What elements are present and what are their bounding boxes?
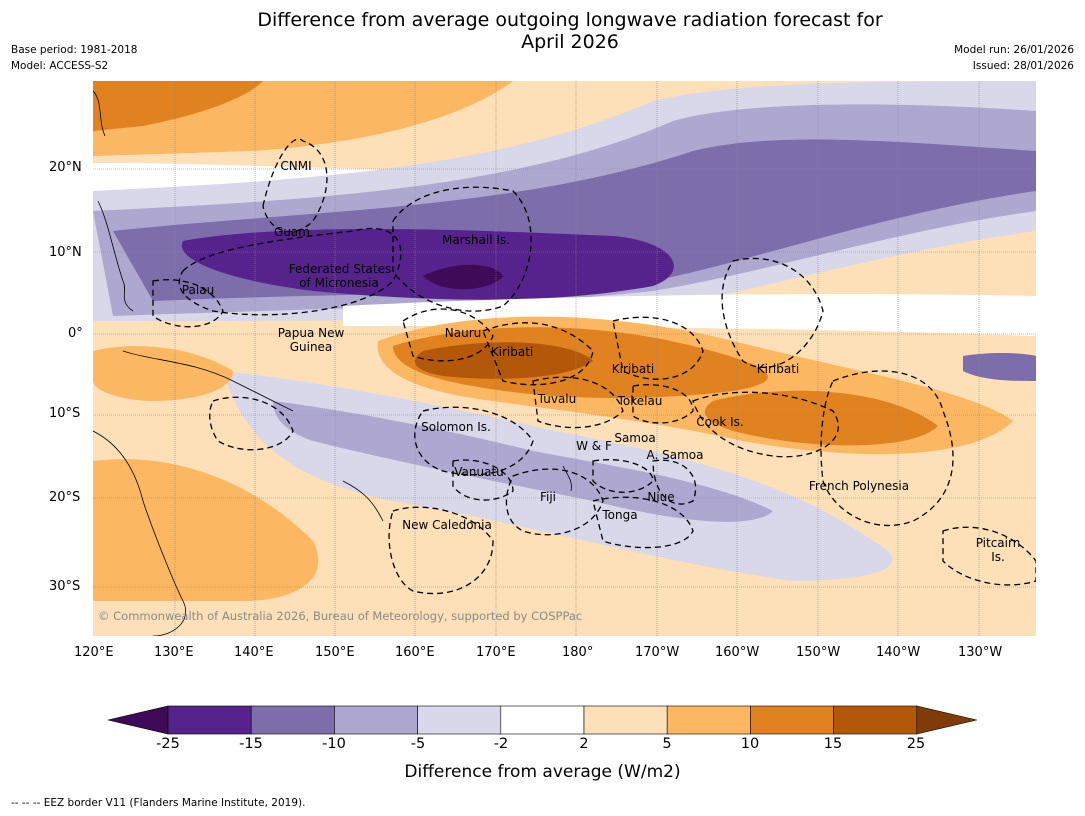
- colorbar-tick: 25: [906, 736, 926, 752]
- label-samoa: Samoa: [614, 431, 656, 445]
- label-pitcairn-line2: Is.: [991, 550, 1005, 564]
- lon-label: 140°W: [876, 645, 921, 660]
- label-guam: Guam: [274, 225, 310, 239]
- lat-label: 0°: [68, 326, 83, 341]
- label-palau: Palau: [181, 283, 215, 297]
- issued-date: Issued: 28/01/2026: [972, 60, 1074, 72]
- colorbar-tick: 2: [579, 736, 589, 752]
- anomaly-max-core: [414, 342, 593, 379]
- label-kiribati-west: Kiribati: [490, 345, 534, 359]
- colorbar-tick: -15: [239, 736, 263, 752]
- label-cnmi: CNMI: [280, 159, 312, 173]
- colorbar-tick: 15: [823, 736, 843, 752]
- label-cook: Cook Is.: [696, 415, 744, 429]
- lon-label: 160°W: [715, 645, 760, 660]
- lon-label: 160°E: [395, 645, 435, 660]
- anomaly-purple-deep: [181, 229, 674, 300]
- lat-label: 20°S: [49, 490, 81, 505]
- eez-legend: -- -- -- EEZ border V11 (Flanders Marine…: [11, 797, 306, 809]
- colorbar-segment: [417, 705, 502, 735]
- anomaly-southwest-orange: [93, 459, 319, 601]
- label-french-polynesia: French Polynesia: [808, 479, 910, 493]
- lon-label: 170°W: [635, 645, 680, 660]
- map-canvas: [93, 81, 1036, 636]
- label-fiji: Fiji: [539, 490, 557, 504]
- anomaly-min-core: [423, 264, 503, 290]
- anomaly-south-purple-mid: [273, 401, 773, 522]
- label-solomon: Solomon Is.: [421, 420, 491, 434]
- colorbar-tick: -25: [156, 736, 180, 752]
- lon-label: 130°E: [154, 645, 194, 660]
- colorbar-segment: [250, 705, 335, 735]
- label-fsm-line1: Federated States: [288, 262, 392, 276]
- lon-label: 140°E: [234, 645, 274, 660]
- lon-label: 150°E: [315, 645, 355, 660]
- label-marshall: Marshall Is.: [442, 233, 510, 247]
- lon-label: 150°W: [796, 645, 841, 660]
- colorbar-segment: [666, 705, 751, 735]
- eez-borders: [152, 138, 1036, 595]
- base-period: Base period: 1981-2018: [11, 44, 138, 56]
- label-vanuatu: Vanuatu: [454, 465, 504, 479]
- label-wf: W & F: [576, 439, 612, 453]
- anomaly-coral-sea-orange: [93, 346, 233, 401]
- lat-label: 10°N: [49, 245, 82, 260]
- label-tokelau: Tokelau: [617, 394, 663, 408]
- label-niue: Niue: [647, 490, 675, 504]
- lon-label: 170°E: [476, 645, 516, 660]
- anomaly-purple-east: [963, 352, 1036, 381]
- label-pitcairn-line1: Pitcairn: [975, 536, 1021, 550]
- colorbar-tick: 5: [662, 736, 672, 752]
- label-kiribati-east: Kiribati: [756, 362, 800, 376]
- colorbar-tick: -10: [322, 736, 346, 752]
- colorbar-segment: [750, 705, 834, 735]
- colorbar-segment: [500, 705, 585, 735]
- lon-label: 130°W: [958, 645, 1003, 660]
- colorbar-segment: [833, 705, 918, 735]
- colorbar-arrow-low: [107, 705, 169, 735]
- label-new-caledonia: New Caledonia: [402, 518, 492, 532]
- lon-label: 120°E: [74, 645, 114, 660]
- olr-anomaly-map: © Commonwealth of Australia 2026, Bureau…: [93, 81, 1036, 636]
- graticule: [93, 81, 1036, 636]
- model-run: Model run: 26/01/2026: [954, 44, 1074, 56]
- label-tuvalu: Tuvalu: [537, 392, 577, 406]
- label-nauru: Nauru: [444, 326, 482, 340]
- colorbar-tick: 10: [740, 736, 760, 752]
- label-png-line2: Guinea: [289, 340, 333, 354]
- chart-title-line2: April 2026: [521, 31, 619, 53]
- colorbar-title: Difference from average (W/m2): [404, 762, 681, 782]
- lon-label: 180°: [562, 645, 594, 660]
- colorbar-tick: -5: [410, 736, 426, 752]
- colorbar-segment: [583, 705, 668, 735]
- label-fsm-line2: of Micronesia: [299, 276, 379, 290]
- label-kiribati-central: Kiribati: [611, 362, 655, 376]
- colorbar-segment: [334, 705, 418, 735]
- label-png-line1: Papua New: [277, 326, 345, 340]
- chart-title-line1: Difference from average outgoing longwav…: [257, 9, 883, 31]
- lat-label: 10°S: [49, 406, 81, 421]
- lat-label: 20°N: [49, 160, 82, 175]
- colorbar: [107, 705, 977, 735]
- coastlines: [93, 90, 572, 636]
- colorbar-arrow-high: [916, 705, 977, 735]
- anomaly-orange-dark-east: [704, 390, 938, 446]
- lat-label: 30°S: [49, 579, 81, 594]
- label-tonga: Tonga: [602, 508, 638, 522]
- colorbar-tick: -2: [493, 736, 509, 752]
- colorbar-segment: [167, 705, 252, 735]
- copyright-notice: © Commonwealth of Australia 2026, Bureau…: [98, 609, 583, 623]
- label-asamoa: A. Samoa: [646, 448, 704, 462]
- anomaly-north-dark-orange: [93, 81, 263, 131]
- model-name: Model: ACCESS-S2: [11, 60, 109, 72]
